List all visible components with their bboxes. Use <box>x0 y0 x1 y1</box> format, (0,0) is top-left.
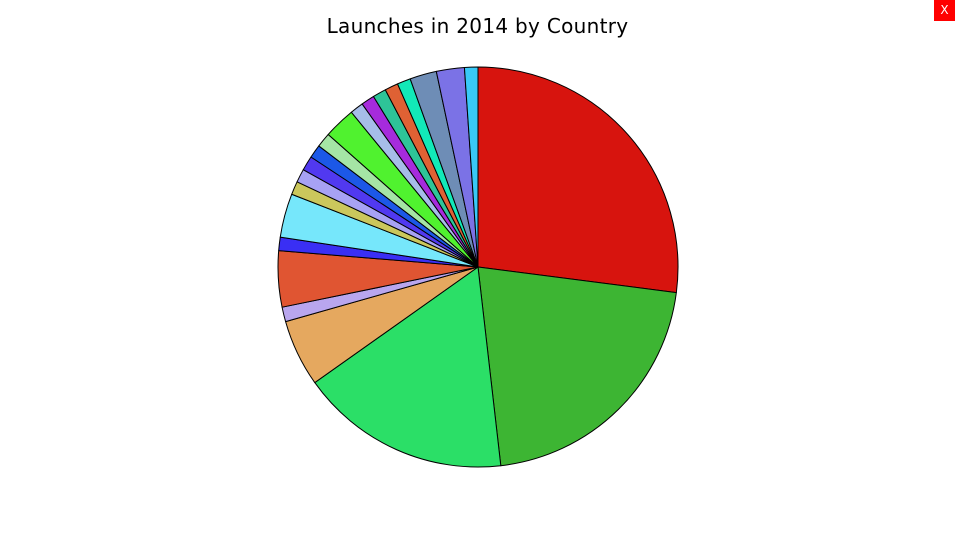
pie-slice-22[interactable] <box>463 66 479 268</box>
pie-slice-1[interactable] <box>477 66 679 294</box>
pie-slice-2[interactable] <box>477 266 677 467</box>
pie-slice-3[interactable] <box>314 266 502 468</box>
chart-title: Launches in 2014 by Country <box>326 14 629 38</box>
close-button[interactable]: X <box>934 0 955 21</box>
